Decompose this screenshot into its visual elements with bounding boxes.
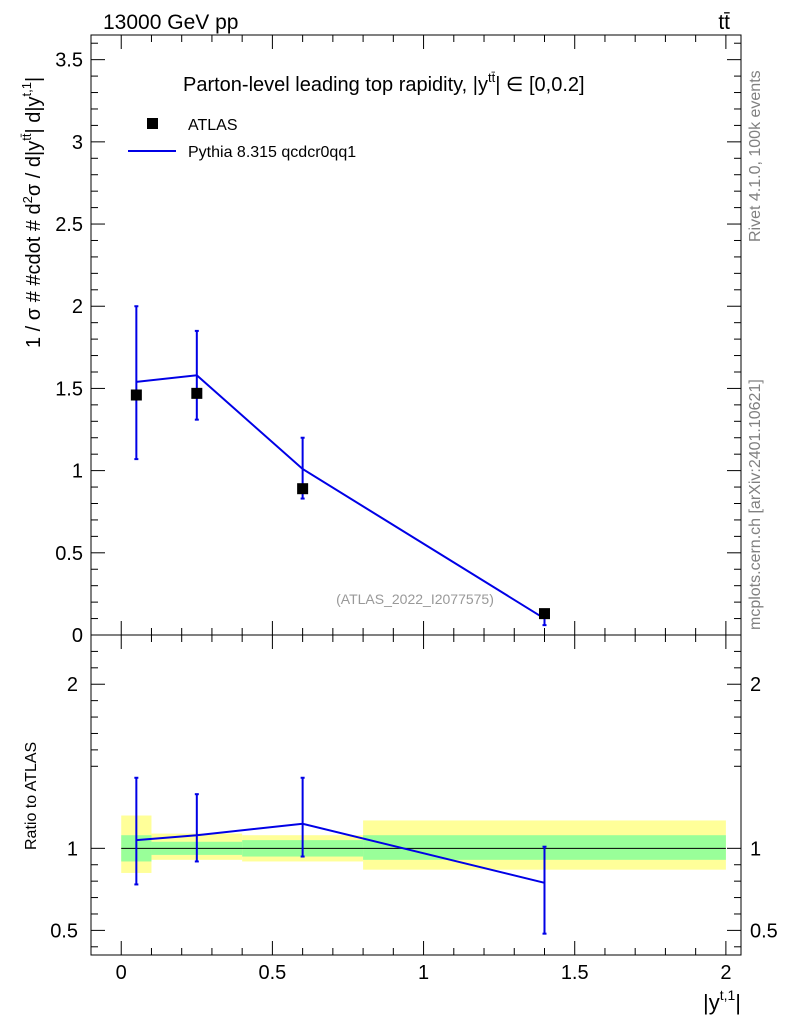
main-y-tick-label: 0.5 xyxy=(55,543,83,565)
ylabel-part-c: σ / d|y xyxy=(23,141,45,196)
plot-title-sup: tt̄ xyxy=(488,70,496,85)
x-tick-label: 0 xyxy=(116,962,127,984)
ratio-y-tick-label-right: 1 xyxy=(750,838,761,860)
ratio-y-tick-label-right: 0.5 xyxy=(750,920,778,942)
atlas-data-point xyxy=(297,483,309,495)
atlas-data-point xyxy=(538,608,550,620)
main-y-tick-label: 3 xyxy=(72,132,83,154)
main-axis-ticks xyxy=(90,35,741,636)
ylabel-part-g: | xyxy=(23,77,45,82)
main-y-tick-label: 1 xyxy=(72,461,83,483)
x-axis-label: |yt,1| xyxy=(703,987,741,1015)
ratio-pythia-curve xyxy=(136,822,545,884)
ylabel-part-d: tt̄ xyxy=(19,133,34,141)
ylabel-part-e: | d|y xyxy=(23,96,45,133)
x-tick-label: 2 xyxy=(720,962,731,984)
plot-title: Parton-level leading top rapidity, |ytt̄… xyxy=(183,70,585,96)
legend: ATLAS Pythia 8.315 qcdcr0qq1 xyxy=(128,117,356,161)
main-y-tick-label: 3.5 xyxy=(55,50,83,72)
main-y-tick-label: 2.5 xyxy=(55,214,83,236)
x-tick-label: 1.5 xyxy=(561,962,589,984)
ratio-y-tick-labels: 0.5 0.5 1 1 2 2 xyxy=(50,674,778,942)
main-y-tick-label: 0 xyxy=(72,625,83,647)
energy-label: 13000 GeV pp xyxy=(103,11,238,34)
main-y-tick-label: 2 xyxy=(72,296,83,318)
ylabel-part-f: t,1 xyxy=(19,82,34,96)
mcplots-credit-label: mcplots.cern.ch [arXiv:2401.10621] xyxy=(747,379,764,630)
x-tick-labels: 0 0.5 1 1.5 2 xyxy=(116,962,732,984)
process-label: tt̄ xyxy=(718,11,730,34)
plot-title-main: Parton-level leading top rapidity, |y xyxy=(183,74,488,96)
xlabel-sup: t,1 xyxy=(720,987,736,1003)
ratio-data-layer xyxy=(134,776,547,935)
atlas-data-point xyxy=(191,387,203,399)
ratio-y-tick-label-right: 2 xyxy=(750,674,761,696)
analysis-watermark: (ATLAS_2022_I2077575) xyxy=(336,591,494,607)
main-data-layer xyxy=(130,305,550,627)
atlas-data-point xyxy=(130,389,142,401)
plot-title-tail: | ∈ [0,0.2] xyxy=(495,74,584,96)
ratio-axis-ticks xyxy=(90,635,741,955)
pythia-curve xyxy=(136,374,546,620)
ratio-panel-frame xyxy=(90,634,742,956)
legend-pythia-label: Pythia 8.315 qcdcr0qq1 xyxy=(188,144,356,161)
xlabel-main: |y xyxy=(703,990,720,1015)
ratio-y-tick-label-left: 0.5 xyxy=(50,920,78,942)
xlabel-tail: | xyxy=(735,990,741,1015)
ratio-y-tick-label-left: 1 xyxy=(67,838,78,860)
x-tick-label: 0.5 xyxy=(258,962,286,984)
ratio-bands-layer xyxy=(121,815,726,873)
ylabel-part-a: 1 / σ # #cdot # d xyxy=(23,203,45,348)
legend-atlas-marker xyxy=(147,118,158,129)
ylabel-part-b: 2 xyxy=(20,196,35,203)
legend-atlas-label: ATLAS xyxy=(188,117,238,134)
main-y-tick-labels: 0 0.5 1 1.5 2 2.5 3 3.5 xyxy=(55,50,83,647)
ratio-y-axis-label: Ratio to ATLAS xyxy=(23,742,40,850)
ratio-y-tick-label-left: 2 xyxy=(67,674,78,696)
main-y-tick-label: 1.5 xyxy=(55,378,83,400)
rivet-version-label: Rivet 4.1.0, 100k events xyxy=(747,70,764,242)
x-tick-label: 1 xyxy=(418,962,429,984)
main-y-axis-label: 1 / σ # #cdot # d2σ / d|ytt̄| d|yt,1| xyxy=(19,77,45,348)
